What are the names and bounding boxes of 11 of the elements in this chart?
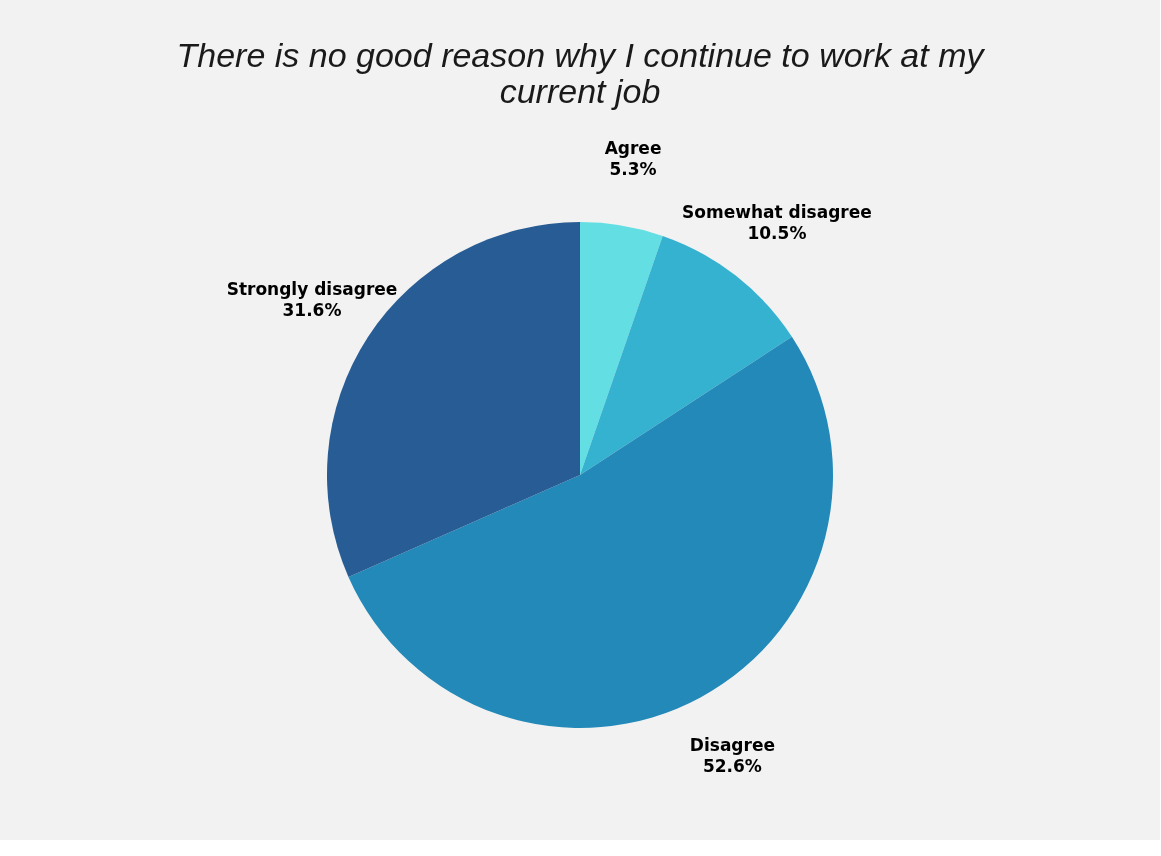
pie-slice [580, 222, 663, 475]
pie-slice [348, 336, 833, 728]
slice-label: Agree [604, 138, 662, 159]
slice-label: Disagree [689, 735, 775, 756]
chart-title: There is no good reason why I continue to work at my current job [176, 36, 986, 111]
slice-label: Strongly disagree [226, 279, 398, 300]
data-label: 5.3% [609, 159, 657, 180]
slice-label: Somewhat disagree [682, 201, 872, 222]
data-label: 52.6% [702, 756, 762, 777]
data-label: 10.5% [747, 222, 807, 243]
data-label: 31.6% [282, 300, 342, 321]
